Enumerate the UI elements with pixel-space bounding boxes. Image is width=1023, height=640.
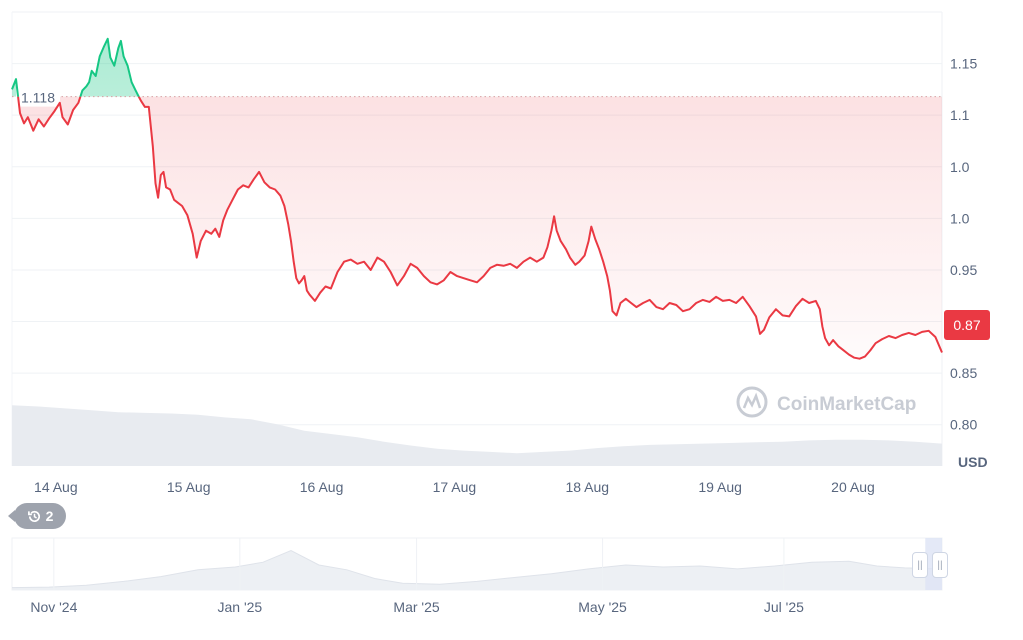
- x-axis-ticks: 14 Aug 15 Aug 16 Aug 17 Aug 18 Aug 19 Aug 20 A…: [34, 479, 875, 495]
- price-line: [11, 37, 943, 360]
- current-price-tag: 0.87: [944, 310, 990, 340]
- navigator-ticks: Nov '24 Jan '25 Mar '25 May '25 Jul '25: [30, 538, 804, 615]
- current-price-label: 0.87: [953, 317, 980, 333]
- y-tick-label: 1.1: [950, 107, 970, 123]
- navigator-tick-label: Nov '24: [30, 599, 77, 615]
- price-line-down: [17, 96, 943, 360]
- y-tick-label: 1.0: [950, 210, 970, 226]
- y-tick-label: 0.85: [950, 365, 977, 381]
- watermark: CoinMarketCap: [736, 386, 916, 418]
- x-tick-label: 17 Aug: [433, 479, 477, 495]
- y-tick-label: 1.0: [950, 159, 970, 175]
- volume-area-shape: [12, 405, 942, 466]
- watermark-text: CoinMarketCap: [777, 394, 916, 415]
- reference-label: 1.118: [21, 90, 55, 106]
- reference-label-bg: [16, 86, 60, 107]
- navigator[interactable]: [11, 537, 943, 591]
- x-tick-label: 15 Aug: [167, 479, 211, 495]
- navigator-tick-label: Jul '25: [764, 599, 804, 615]
- price-line-up: [11, 37, 140, 97]
- coinmarketcap-logo-icon: [736, 386, 768, 418]
- y-axis-unit: USD: [958, 454, 988, 470]
- navigator-tick-label: May '25: [578, 599, 627, 615]
- x-tick-label: 18 Aug: [565, 479, 609, 495]
- navigator-handle-right[interactable]: ||: [932, 552, 948, 578]
- y-tick-label: 0.80: [950, 417, 977, 433]
- navigator-tick-label: Mar '25: [393, 599, 439, 615]
- down-area-fill: [18, 96, 942, 359]
- history-count: 2: [45, 508, 54, 524]
- x-tick-label: 19 Aug: [698, 479, 742, 495]
- navigator-area: [12, 550, 942, 590]
- history-badge[interactable]: 2: [8, 503, 66, 529]
- x-tick-label: 16 Aug: [300, 479, 344, 495]
- reference-line: 1.118: [12, 86, 942, 107]
- navigator-tick-label: Jan '25: [217, 599, 262, 615]
- y-axis-ticks: 1.151.11.01.00.950.900.850.80: [950, 56, 977, 433]
- y-tick-label: 0.95: [950, 262, 977, 278]
- navigator-line: [11, 550, 943, 589]
- history-icon: [27, 510, 40, 522]
- price-area-fill: [12, 38, 942, 359]
- navigator-handle-left[interactable]: ||: [912, 552, 928, 578]
- x-tick-label: 20 Aug: [831, 479, 875, 495]
- x-tick-label: 14 Aug: [34, 479, 78, 495]
- logo-ring: [736, 386, 768, 418]
- y-tick-label: 1.15: [950, 56, 977, 72]
- logo-mark: [742, 392, 762, 409]
- volume-area: [12, 405, 942, 466]
